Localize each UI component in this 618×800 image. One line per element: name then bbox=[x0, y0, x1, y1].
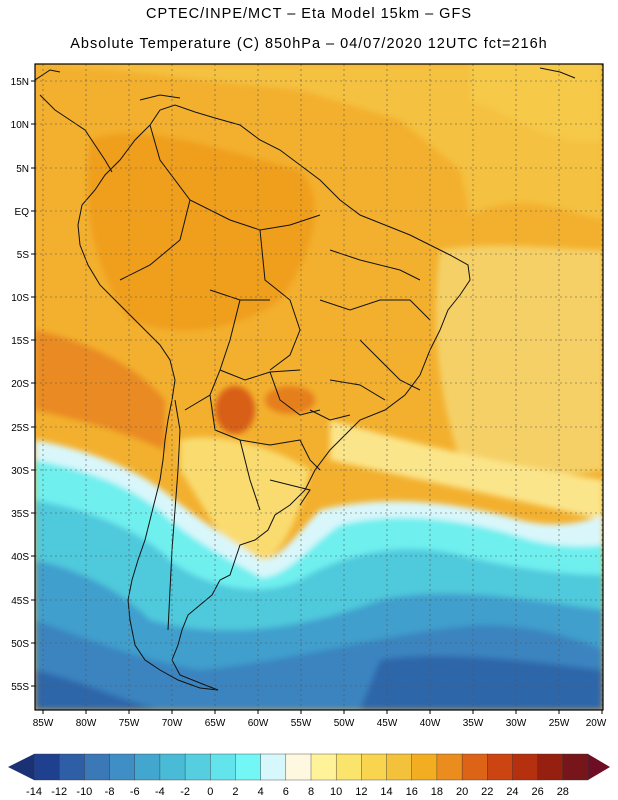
lat-label: 40S bbox=[11, 552, 29, 563]
colorbar-label: 18 bbox=[431, 786, 443, 798]
lat-label: 15N bbox=[11, 77, 29, 88]
colorbar-label: 8 bbox=[308, 786, 314, 798]
lat-label: 5N bbox=[16, 164, 29, 175]
colorbar-cell bbox=[134, 753, 161, 781]
lon-label: 50W bbox=[334, 718, 355, 729]
colorbar-label: 20 bbox=[456, 786, 468, 798]
lat-label: 5S bbox=[17, 250, 30, 261]
colorbar-cell bbox=[184, 753, 211, 781]
colorbar-cell bbox=[461, 753, 488, 781]
colorbar-cell bbox=[159, 753, 186, 781]
colorbar-label: 12 bbox=[355, 786, 367, 798]
lat-label: 30S bbox=[11, 466, 29, 477]
colorbar-cell bbox=[235, 753, 262, 781]
colorbar-label: -10 bbox=[76, 786, 92, 798]
colorbar-label: -14 bbox=[26, 786, 42, 798]
lon-label: 40W bbox=[420, 718, 441, 729]
colorbar-cell bbox=[411, 753, 438, 781]
colorbar-cell bbox=[33, 753, 60, 781]
colorbar-label: 24 bbox=[506, 786, 518, 798]
colorbar-cell bbox=[512, 753, 539, 781]
lon-label: 35W bbox=[463, 718, 484, 729]
lat-label: 55S bbox=[11, 682, 29, 693]
coastlines-and-borders bbox=[35, 67, 576, 691]
colorbar-cell bbox=[109, 753, 136, 781]
colorbar-cell bbox=[285, 753, 312, 781]
colorbar-label: -8 bbox=[105, 786, 115, 798]
colorbar-cell bbox=[260, 753, 287, 781]
colorbar-label: 4 bbox=[258, 786, 264, 798]
colorbar-cell bbox=[562, 753, 589, 781]
lon-label: 70W bbox=[162, 718, 183, 729]
lon-label: 85W bbox=[33, 718, 54, 729]
colorbar-over-arrow bbox=[588, 754, 610, 780]
lon-label: 55W bbox=[291, 718, 312, 729]
lon-label: 45W bbox=[377, 718, 398, 729]
colorbar-label: 10 bbox=[330, 786, 342, 798]
colorbar-cell bbox=[210, 753, 236, 781]
colorbar-label: 22 bbox=[481, 786, 493, 798]
colorbar-label: -2 bbox=[180, 786, 190, 798]
colorbar-cell bbox=[386, 753, 413, 781]
colorbar-cell bbox=[537, 753, 564, 781]
map-title-line2: Absolute Temperature (C) 850hPa – 04/07/… bbox=[70, 36, 548, 52]
colorbar-label: 28 bbox=[557, 786, 569, 798]
lon-label: 75W bbox=[119, 718, 140, 729]
colorbar-cell bbox=[58, 753, 85, 781]
colorbar-cell bbox=[84, 753, 111, 781]
colorbar-label: -6 bbox=[130, 786, 140, 798]
colorbar-cell bbox=[310, 753, 337, 781]
lon-label: 60W bbox=[248, 718, 269, 729]
colorbar-label: 6 bbox=[283, 786, 289, 798]
colorbar: -14 -12 -10 -8 -6 -4 -2 0 2 4 6 8 10 12 14 16 18 20 22 24 26… bbox=[8, 753, 610, 798]
temperature-field bbox=[35, 64, 603, 710]
lat-label: 50S bbox=[11, 639, 29, 650]
colorbar-cell bbox=[487, 753, 513, 781]
colorbar-cell bbox=[361, 753, 388, 781]
colorbar-cell bbox=[436, 753, 463, 781]
map-frame bbox=[34, 63, 604, 711]
colorbar-cell bbox=[335, 753, 362, 781]
lat-label: 45S bbox=[11, 596, 29, 607]
lat-label: 10S bbox=[11, 293, 29, 304]
colorbar-label: 14 bbox=[380, 786, 392, 798]
latitude-labels: 15N 10N 5N EQ 5S 10S 15S 20S 25S 30S 35S… bbox=[11, 77, 30, 693]
colorbar-label: 0 bbox=[207, 786, 213, 798]
lat-label: 15S bbox=[11, 336, 29, 347]
lon-label: 25W bbox=[549, 718, 570, 729]
colorbar-label: -12 bbox=[51, 786, 67, 798]
lat-label: 35S bbox=[11, 509, 29, 520]
colorbar-label: 2 bbox=[232, 786, 238, 798]
lon-label: 80W bbox=[76, 718, 97, 729]
lat-label: 20S bbox=[11, 379, 29, 390]
lat-label: 25S bbox=[11, 423, 29, 434]
colorbar-label: 16 bbox=[406, 786, 418, 798]
colorbar-label: -4 bbox=[155, 786, 165, 798]
colorbar-under-arrow bbox=[8, 754, 34, 780]
lon-label: 65W bbox=[205, 718, 226, 729]
map-title-line1: CPTEC/INPE/MCT – Eta Model 15km – GFS bbox=[145, 6, 472, 22]
lon-label: 20W bbox=[586, 718, 607, 729]
lon-label: 30W bbox=[506, 718, 527, 729]
lat-label: 10N bbox=[11, 120, 29, 131]
axis-ticks bbox=[31, 80, 603, 714]
lat-label: EQ bbox=[15, 207, 30, 218]
longitude-labels: 85W 80W 75W 70W 65W 60W 55W 50W 45W 40W … bbox=[33, 718, 607, 729]
colorbar-label: 26 bbox=[532, 786, 544, 798]
